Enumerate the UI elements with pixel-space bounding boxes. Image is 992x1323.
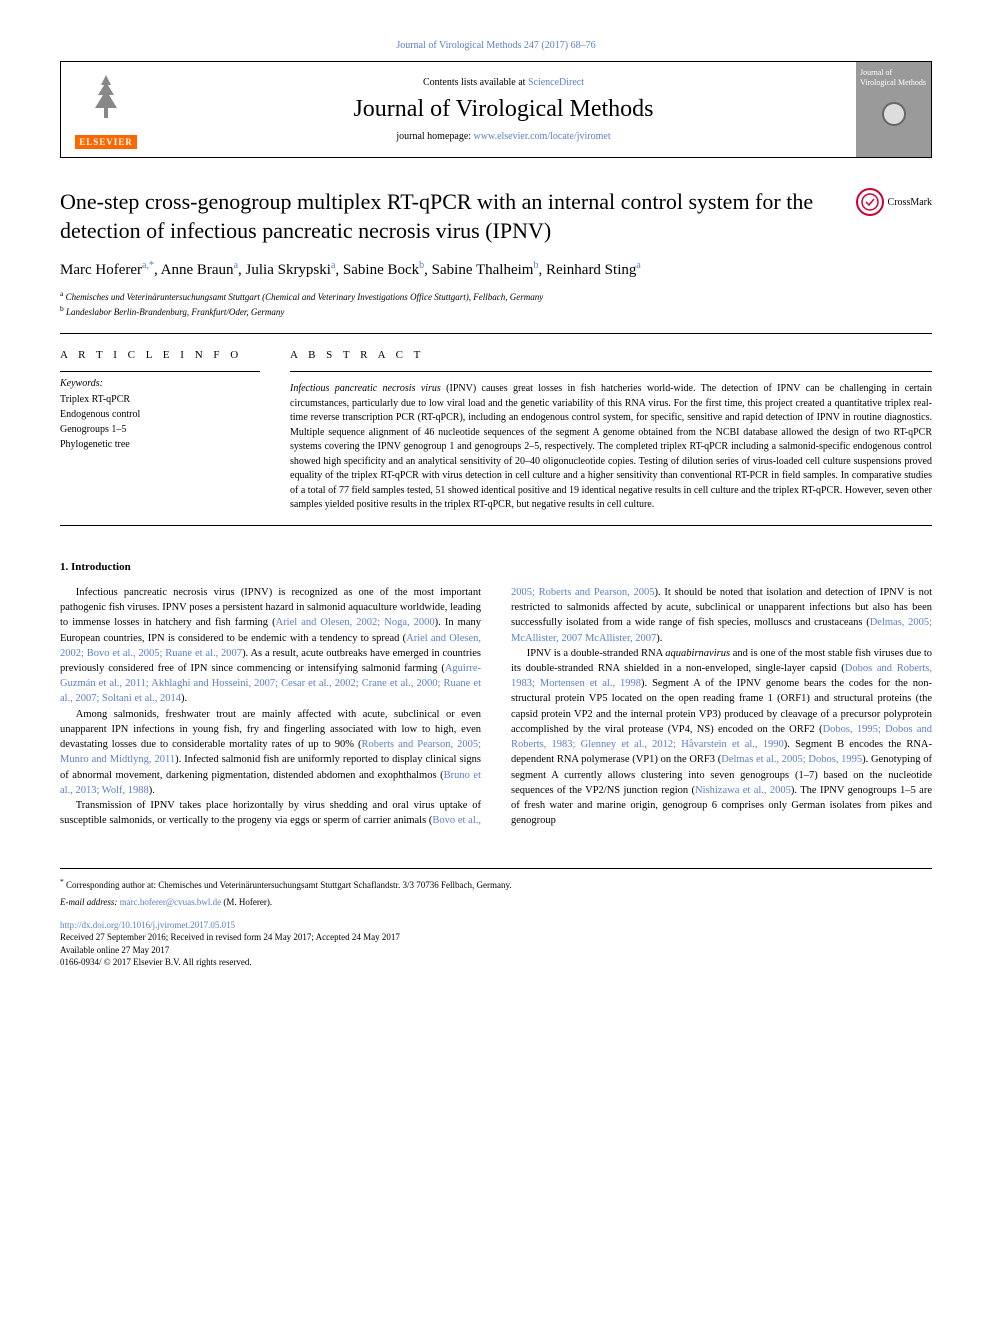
doi-link[interactable]: http://dx.doi.org/10.1016/j.jviromet.201… <box>60 919 932 932</box>
keywords-label: Keywords: <box>60 371 260 389</box>
contents-available-line: Contents lists available at ScienceDirec… <box>151 77 856 88</box>
journal-cover-text: Journal of Virological Methods <box>860 68 927 87</box>
divider <box>60 525 932 526</box>
abstract-text: Infectious pancreatic necrosis virus (IP… <box>290 371 932 513</box>
divider <box>60 333 932 334</box>
contents-text: Contents lists available at <box>423 77 528 88</box>
email-label: E-mail address: <box>60 897 120 907</box>
abstract-column: A B S T R A C T Infectious pancreatic ne… <box>290 349 932 513</box>
corr-text: Corresponding author at: Chemisches und … <box>66 880 512 890</box>
journal-homepage-line: journal homepage: www.elsevier.com/locat… <box>151 131 856 142</box>
body-text-columns: Infectious pancreatic necrosis virus (IP… <box>60 585 932 829</box>
elsevier-tree-icon <box>81 70 131 135</box>
abstract-label: A B S T R A C T <box>290 349 932 361</box>
journal-name: Journal of Virological Methods <box>151 96 856 123</box>
received-dates: Received 27 September 2016; Received in … <box>60 931 932 944</box>
volume-page-range: Journal of Virological Methods 247 (2017… <box>60 40 932 51</box>
crossmark-label: CrossMark <box>888 197 932 208</box>
elsevier-logo: ELSEVIER <box>61 62 151 157</box>
available-online-date: Available online 27 May 2017 <box>60 944 932 957</box>
article-info-label: A R T I C L E I N F O <box>60 349 260 361</box>
homepage-link[interactable]: www.elsevier.com/locate/jviromet <box>474 131 611 142</box>
affiliations: a Chemisches und Veterinäruntersuchungsa… <box>60 289 932 318</box>
email-suffix: (M. Hoferer). <box>221 897 272 907</box>
copyright-line: 0166-0934/ © 2017 Elsevier B.V. All righ… <box>60 956 932 969</box>
journal-cover-thumbnail: Journal of Virological Methods <box>856 62 931 157</box>
journal-header-center: Contents lists available at ScienceDirec… <box>151 67 856 152</box>
keywords-list: Triplex RT-qPCREndogenous controlGenogro… <box>60 392 260 452</box>
corr-marker: * <box>60 877 64 886</box>
email-line: E-mail address: marc.hoferer@cvuas.bwl.d… <box>60 896 932 909</box>
crossmark-badge[interactable]: CrossMark <box>856 188 932 216</box>
elsevier-label: ELSEVIER <box>75 135 137 149</box>
journal-header: ELSEVIER Contents lists available at Sci… <box>60 61 932 158</box>
homepage-label: journal homepage: <box>396 131 473 142</box>
corresponding-author-note: * Corresponding author at: Chemisches un… <box>60 877 932 892</box>
sciencedirect-link[interactable]: ScienceDirect <box>528 77 584 88</box>
cover-lens-icon <box>882 102 906 126</box>
section-heading-introduction: 1. Introduction <box>60 561 932 573</box>
crossmark-icon <box>856 188 884 216</box>
article-info-column: A R T I C L E I N F O Keywords: Triplex … <box>60 349 260 513</box>
corresponding-email[interactable]: marc.hoferer@cvuas.bwl.de <box>120 897 222 907</box>
article-title: One-step cross-genogroup multiplex RT-qP… <box>60 188 856 245</box>
author-list: Marc Hoferera,*, Anne Brauna, Julia Skry… <box>60 260 932 279</box>
article-footer: * Corresponding author at: Chemisches un… <box>60 868 932 969</box>
